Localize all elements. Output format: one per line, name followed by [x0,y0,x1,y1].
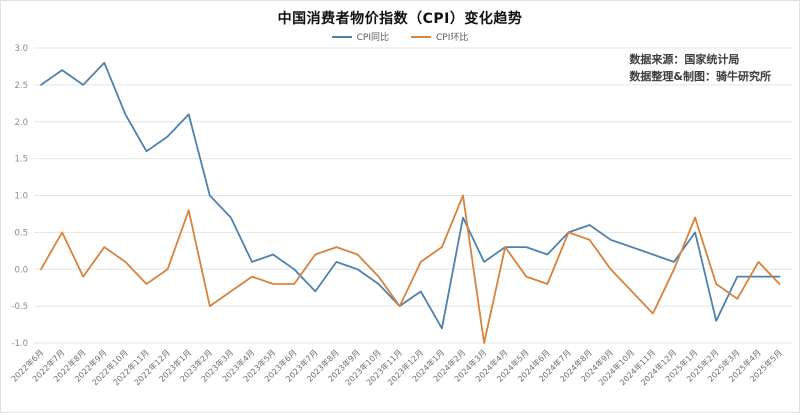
y-tick-label: 0.0 [14,265,28,275]
y-tick-label: -0.5 [11,302,28,312]
y-tick-label: 2.0 [14,118,28,128]
series-line-cpi-yoy [40,61,781,330]
y-tick-label: 1.5 [14,155,28,165]
y-tick-label: 2.5 [14,81,28,91]
data-credit-text: 数据整理&制图：骑牛研究所 [629,70,771,84]
y-tick-label: -1.0 [11,339,28,349]
legend-swatch-cpi-yoy-icon [331,35,352,38]
legend-label-cpi-mom: CPI环比 [436,33,469,43]
legend-label-cpi-yoy: CPI同比 [356,33,389,43]
y-tick-label: 3.0 [14,44,28,54]
legend-swatch-cpi-mom-icon [411,35,431,38]
y-tick-label: 0.5 [14,228,28,238]
chart-title: 中国消费者物价指数（CPI）变化趋势 [277,11,523,27]
series-line-cpi-mom [40,194,781,344]
chart-legend: CPI同比 CPI环比 [1,30,799,43]
legend-item-cpi-yoy[interactable]: CPI同比 [331,30,389,43]
data-source-text: 数据来源：国家统计局 [629,53,740,66]
y-tick-label: 1.0 [14,192,28,202]
legend-item-cpi-mom[interactable]: CPI环比 [411,30,468,43]
data-annotations: 数据来源：国家统计局 数据整理&制图：骑牛研究所 [629,51,771,85]
